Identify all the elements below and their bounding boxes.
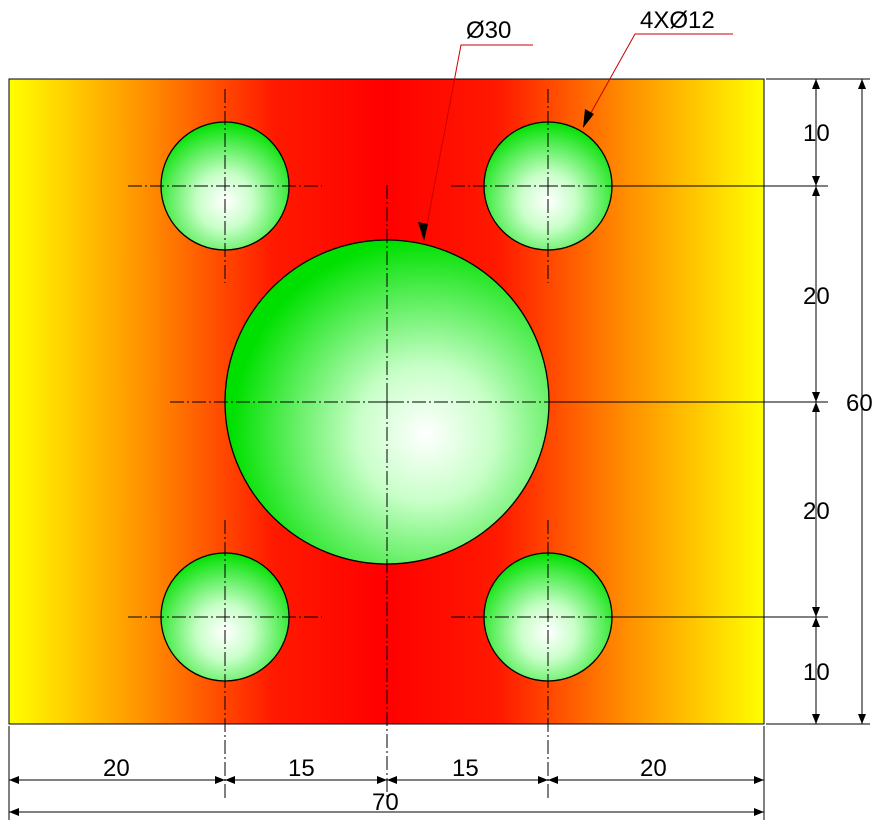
extension-lines [8, 78, 870, 820]
dim-left-edge-to-hole: 20 [103, 755, 130, 782]
dim-center-to-hole-lower: 20 [803, 498, 830, 525]
dim-hole-to-right-edge: 20 [640, 755, 667, 782]
dim-top-edge-to-hole: 10 [803, 120, 830, 147]
small-holes-callout: 4XØ12 [640, 7, 715, 34]
dim-hole-to-bottom-edge: 10 [803, 659, 830, 686]
dim-hole-to-center-upper: 20 [803, 283, 830, 310]
horizontal-dimensions [9, 776, 764, 816]
large-hole-callout: Ø30 [466, 17, 511, 44]
dim-center-to-hole-right: 15 [452, 755, 479, 782]
dim-overall-height: 60 [846, 390, 873, 417]
vertical-dimensions [812, 79, 866, 724]
leaders [418, 33, 733, 241]
dim-overall-width: 70 [372, 789, 399, 816]
dim-hole-to-center-left: 15 [288, 755, 315, 782]
